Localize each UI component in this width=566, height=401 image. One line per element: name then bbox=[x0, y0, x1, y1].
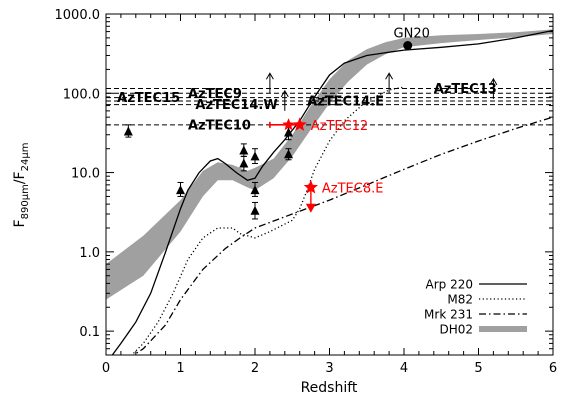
points-layer: GN20 AzTEC12 AzTEC8.E bbox=[123, 27, 498, 220]
x-tick-label: 0 bbox=[102, 361, 110, 376]
data-point-triangle bbox=[239, 158, 249, 168]
highlight-star bbox=[303, 179, 318, 194]
highlight-star bbox=[282, 118, 295, 131]
series-line-arp-220 bbox=[111, 29, 553, 355]
y-tick-label: 1.0 bbox=[79, 246, 100, 261]
model-lines-layer bbox=[111, 29, 553, 355]
x-tick-label: 2 bbox=[251, 361, 259, 376]
y-tick-label: 100.0 bbox=[63, 87, 100, 102]
ref-line-label: AzTEC15 bbox=[117, 91, 180, 106]
series-line-mrk-231 bbox=[132, 116, 553, 355]
ref-line-label: AzTEC14.W bbox=[195, 98, 277, 113]
x-tick-label: 4 bbox=[400, 361, 408, 376]
highlight-label: AzTEC12 bbox=[311, 119, 369, 134]
data-point-triangle bbox=[239, 145, 249, 155]
legend-label: M82 bbox=[447, 293, 473, 307]
lower-limit-arrowhead bbox=[489, 77, 498, 86]
ref-line-label: AzTEC10 bbox=[188, 118, 251, 133]
legend-label: DH02 bbox=[439, 323, 473, 337]
data-point-triangle bbox=[123, 126, 133, 136]
y-axis-title-main: F bbox=[12, 219, 28, 227]
y-tick-label: 10.0 bbox=[71, 167, 100, 182]
gn20-label: GN20 bbox=[394, 27, 430, 42]
data-point-triangle bbox=[284, 127, 294, 137]
data-point-triangle bbox=[176, 185, 185, 195]
x-tick-label: 6 bbox=[549, 361, 557, 376]
highlight-label: AzTEC8.E bbox=[322, 181, 384, 196]
band-layer bbox=[106, 29, 553, 300]
upper-limit-arrowhead bbox=[305, 203, 316, 213]
data-point-triangle bbox=[250, 185, 260, 195]
lower-limit-arrowhead bbox=[280, 89, 289, 98]
data-point-triangle bbox=[284, 149, 294, 159]
gn20-point bbox=[403, 41, 413, 51]
highlight-star bbox=[292, 117, 307, 131]
lower-limit-arrowhead bbox=[385, 72, 394, 80]
data-point-triangle bbox=[250, 151, 260, 161]
y-axis-title-sub2: 24μm bbox=[20, 143, 31, 172]
ref-line-label: AzTEC14.E bbox=[307, 94, 384, 109]
x-axis-title: Redshift bbox=[301, 380, 358, 396]
y-axis-title: F890μm/F24μm bbox=[12, 143, 31, 228]
x-tick-label: 1 bbox=[176, 361, 184, 376]
x-tick-label: 5 bbox=[474, 361, 482, 376]
legend-label: Arp 220 bbox=[426, 278, 473, 292]
y-axis-title-sub1: 890μm bbox=[20, 184, 31, 219]
y-axis-title-sep: /F bbox=[12, 171, 28, 184]
series-line-m82 bbox=[130, 86, 405, 355]
legend-label: Mrk 231 bbox=[424, 308, 473, 322]
x-tick-label: 3 bbox=[325, 361, 333, 376]
ref-line-label: AzTEC13 bbox=[434, 82, 497, 97]
y-tick-label: 0.1 bbox=[79, 325, 100, 340]
data-point-triangle bbox=[250, 205, 260, 215]
lower-limit-arrowhead bbox=[265, 72, 274, 80]
axes-layer: 0 1 2 3 4 5 6 0.1 1.0 10.0 100.0 1000.0 bbox=[55, 8, 558, 376]
dh02-band bbox=[106, 29, 553, 300]
y-tick-label: 1000.0 bbox=[55, 8, 101, 23]
